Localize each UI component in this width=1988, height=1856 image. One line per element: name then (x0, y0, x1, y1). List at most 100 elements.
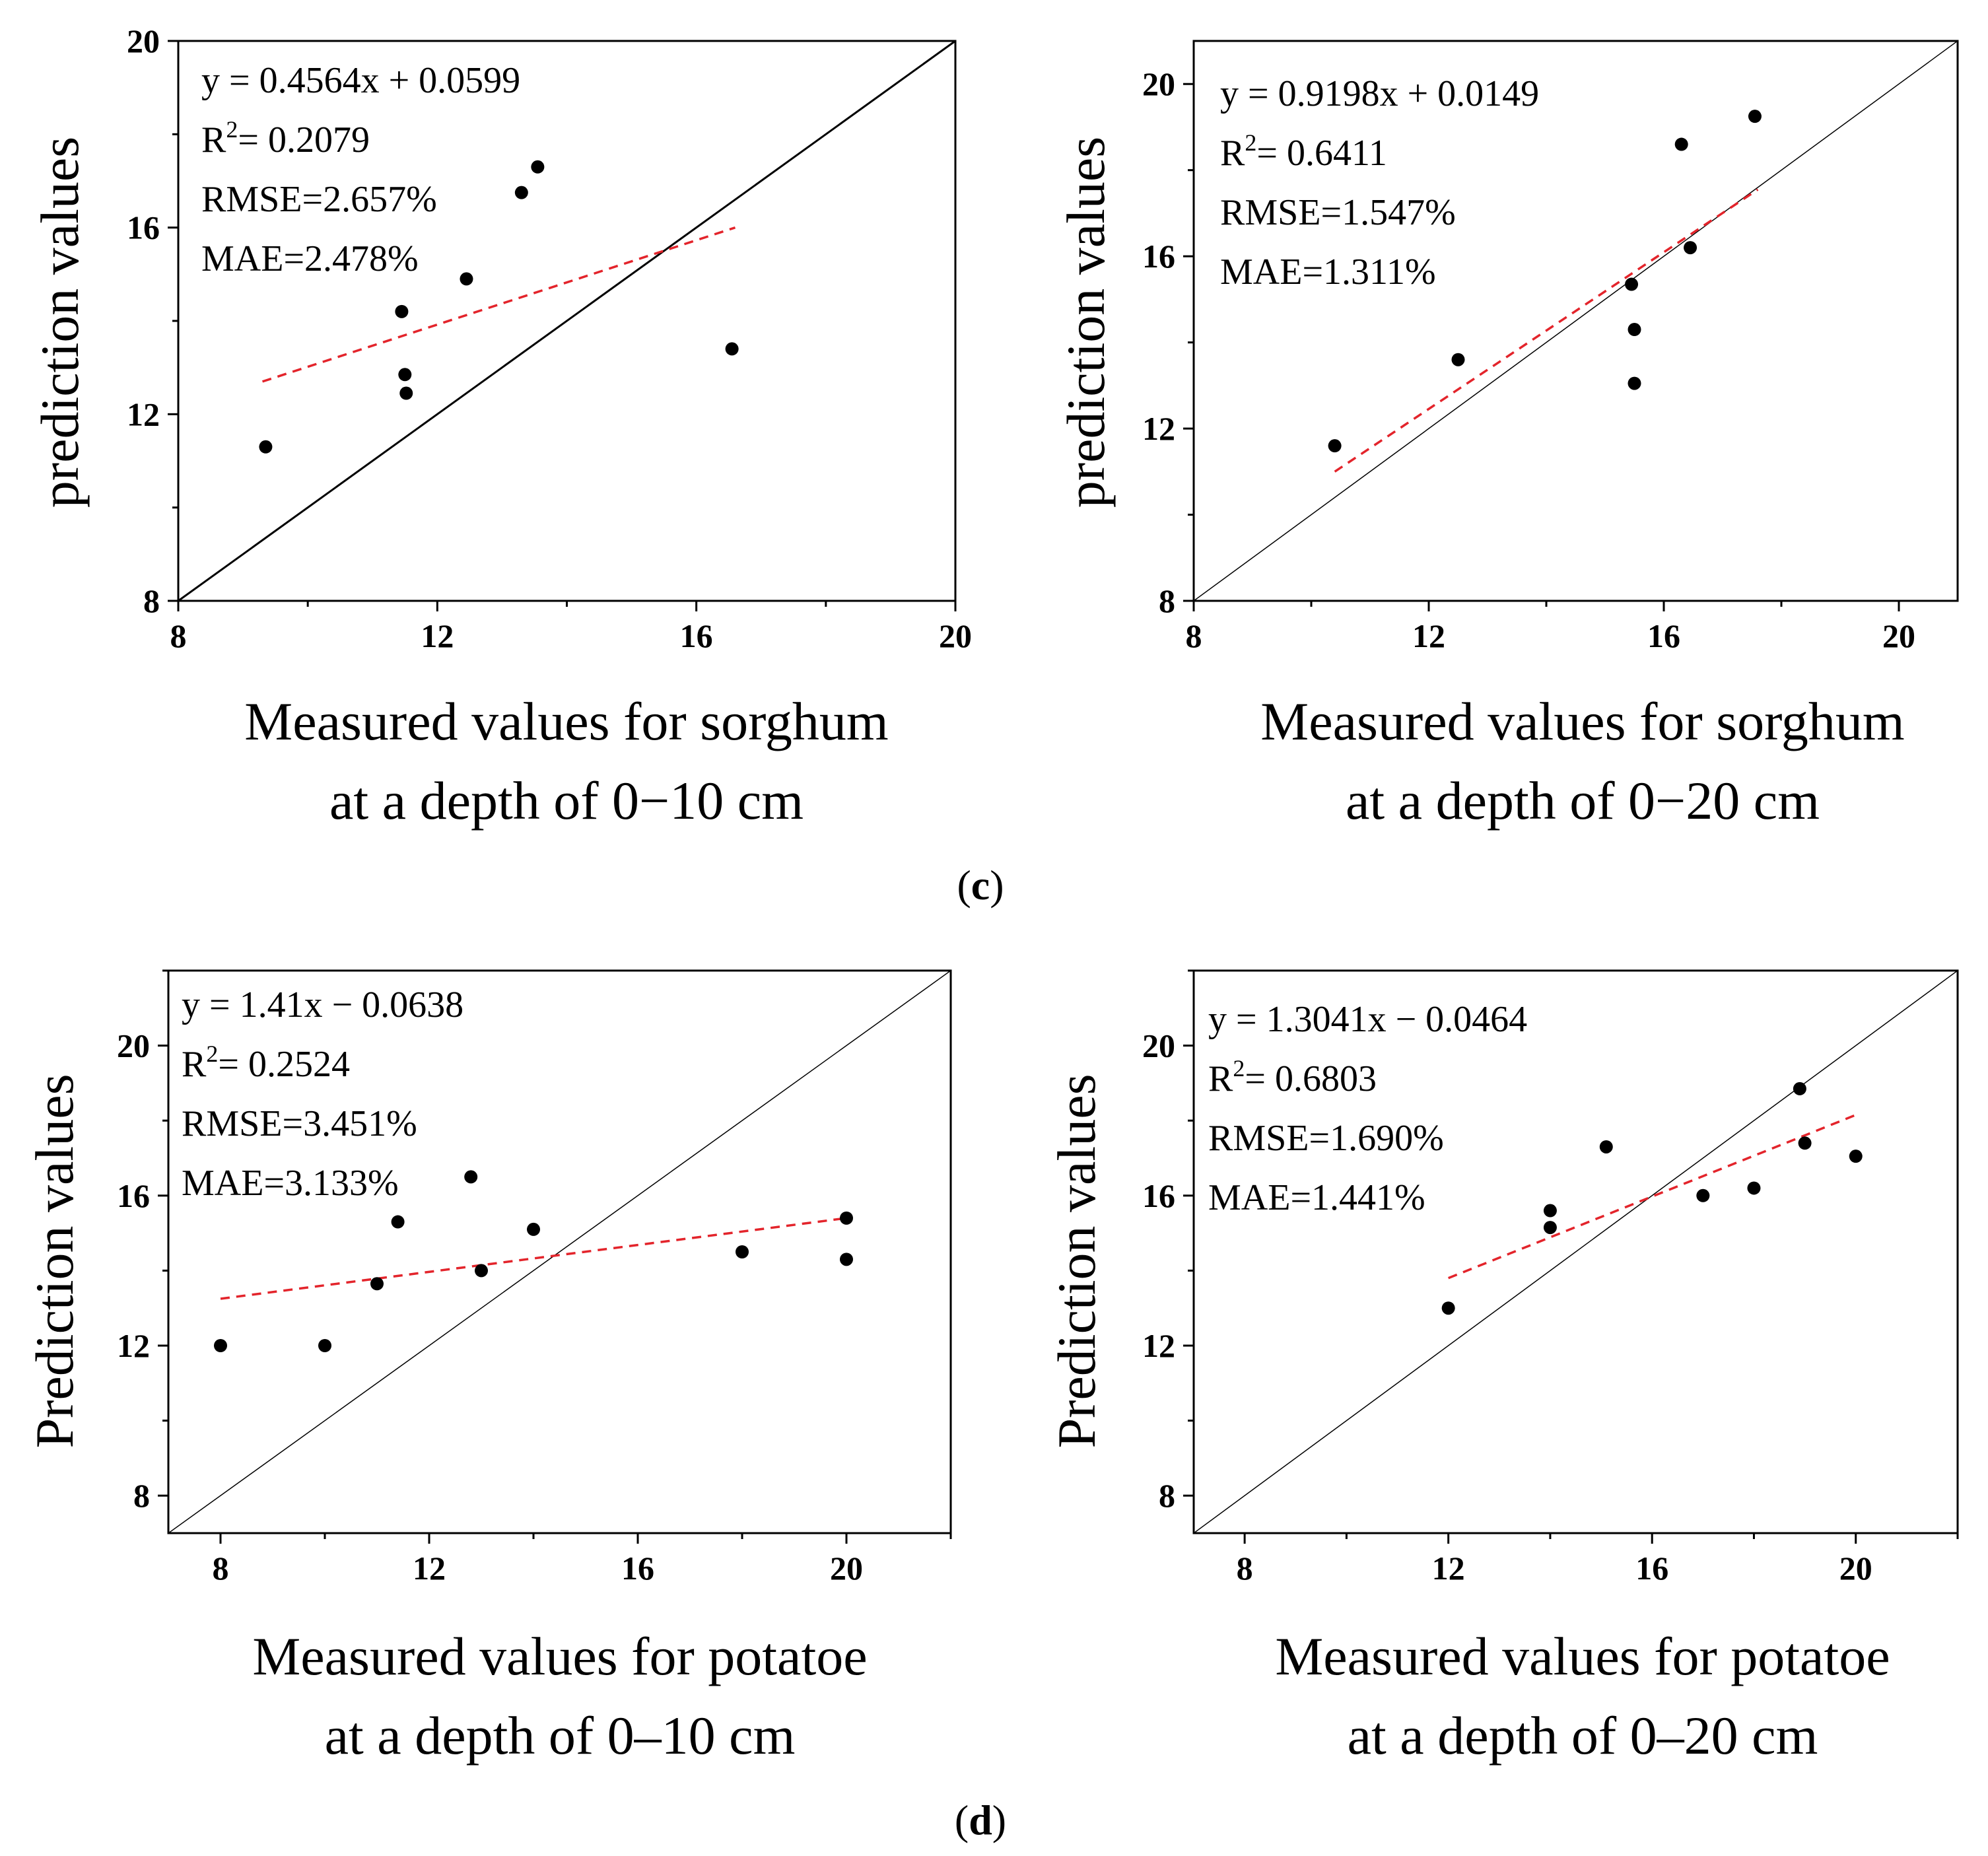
mae: MAE=3.133% (182, 1163, 399, 1204)
mae: MAE=1.441% (1208, 1177, 1425, 1218)
y-tick-label-12: 12 (127, 395, 160, 432)
panel-label-c: (c) (957, 862, 1004, 909)
x-tick-label-8: 8 (1186, 617, 1202, 654)
plot-area-sorghum-0-20: 8 12 16 20 8 12 16 20 y = 0.9198x + 0.0149 R2= 0.… (1142, 40, 1959, 654)
xlabel-line2-potatoe-0-20: at a depth of 0–20 cm (1348, 1705, 1818, 1766)
data-point-5 (1747, 1181, 1761, 1195)
ylabel-sorghum-0-20: prediction values (1056, 137, 1116, 508)
r-squared: R2= 0.6803 (1208, 1055, 1377, 1099)
y-tick-label-12: 12 (1142, 410, 1175, 447)
data-point-8 (1849, 1150, 1863, 1163)
data-point-2 (398, 368, 412, 382)
x-tick-label-20: 20 (1882, 617, 1915, 654)
x-tick-label-20: 20 (830, 1550, 863, 1587)
plot-area-sorghum-0-10: 8 12 16 20 8 12 16 20 y = 0.4564x + 0.0599 R2= 0.… (127, 22, 972, 654)
data-point-1 (1451, 353, 1465, 366)
plot-frame (1192, 40, 1959, 602)
data-point-4 (1696, 1188, 1710, 1202)
x-tick-label-12: 12 (421, 617, 454, 654)
y-tick-label-16: 16 (117, 1177, 150, 1214)
data-point-3 (399, 386, 413, 400)
xlabel-line1-potatoe-0-20: Measured values for potatoe (1275, 1626, 1890, 1686)
panel-label-d: (d) (955, 1797, 1006, 1843)
x-tick-label-12: 12 (1412, 617, 1445, 654)
xlabel-line2-sorghum-0-10: at a depth of 0−10 cm (329, 771, 804, 831)
plot-frame (1192, 969, 1959, 1534)
lines-sorghum-0-20 (1194, 41, 1958, 601)
y-tick-label-16: 16 (127, 209, 160, 246)
x-tick-label-8: 8 (1237, 1550, 1253, 1587)
y-tick-label-20: 20 (1142, 65, 1175, 102)
data-point-2 (1543, 1221, 1557, 1235)
y-tick-label-16: 16 (1142, 1177, 1175, 1214)
data-point-3 (391, 1215, 405, 1229)
data-point-3 (1628, 323, 1641, 337)
fit-line (261, 226, 736, 383)
ylabel-potatoe-0-20: Prediction values (1046, 1074, 1107, 1448)
data-point-5 (1674, 137, 1688, 151)
data-point-7 (1748, 110, 1762, 123)
y-tick-label-16: 16 (1142, 238, 1175, 275)
y-tick-label-12: 12 (1142, 1327, 1175, 1364)
lines-sorghum-0-10 (178, 41, 955, 601)
r-squared: R2= 0.6411 (1220, 129, 1387, 174)
fit-line (220, 1217, 847, 1300)
data-point-4 (464, 1170, 478, 1184)
data-point-4 (1628, 376, 1641, 390)
x-tick-label-20: 20 (1839, 1550, 1872, 1587)
data-point-0 (1441, 1301, 1455, 1315)
ylabel-sorghum-0-10: prediction values (30, 137, 90, 508)
x-tick-label-8: 8 (170, 617, 187, 654)
x-tick-label-12: 12 (1432, 1550, 1465, 1587)
ylabel-potatoe-0-10: Prediction values (24, 1074, 85, 1448)
lines-potatoe-0-10 (168, 971, 951, 1533)
chart-potatoe-0-10: Prediction values Measured values for po… (24, 1074, 868, 1766)
chart-sorghum-0-10: prediction values Measured values for so… (30, 137, 889, 831)
data-point-6 (1793, 1082, 1806, 1095)
identity-line (178, 41, 955, 601)
x-tick-label-16: 16 (621, 1550, 654, 1587)
panel-label-c-letter: c (971, 862, 990, 909)
data-point-2 (1625, 277, 1639, 291)
xlabel-line2-sorghum-0-20: at a depth of 0−20 cm (1346, 771, 1820, 831)
data-point-0 (1328, 439, 1342, 453)
y-tick-label-8: 8 (1159, 1477, 1175, 1514)
plot-area-potatoe-0-20: 8 12 16 20 8 12 16 20 y = 1.3041x − 0.0464 R2= 0.… (1142, 969, 1959, 1587)
identity-line (168, 971, 951, 1533)
y-tick-label-8: 8 (133, 1477, 150, 1514)
identity-line (1194, 41, 1958, 601)
fit-equation: y = 1.3041x − 0.0464 (1208, 999, 1527, 1040)
r-squared: R2= 0.2524 (182, 1041, 350, 1085)
fit-equation: y = 0.9198x + 0.0149 (1220, 73, 1539, 114)
data-point-5 (475, 1264, 488, 1278)
fit-line (1448, 1114, 1857, 1280)
xlabel-line2-potatoe-0-10: at a depth of 0–10 cm (325, 1705, 796, 1766)
plot-area-potatoe-0-10: 8 12 16 20 8 12 16 20 y = 1.41x − 0.0638 R2= 0.25… (117, 969, 952, 1587)
chart-sorghum-0-20: prediction values Measured values for so… (1056, 137, 1905, 831)
data-point-6 (527, 1222, 540, 1236)
rmse: RMSE=1.547% (1220, 192, 1456, 233)
x-tick-label-8: 8 (213, 1550, 229, 1587)
y-tick-label-20: 20 (127, 22, 160, 59)
data-point-1 (1543, 1204, 1557, 1218)
x-tick-label-16: 16 (1647, 617, 1680, 654)
data-point-4 (460, 272, 473, 286)
chart-potatoe-0-20: Prediction values Measured values for po… (1046, 1074, 1890, 1766)
x-tick-label-16: 16 (680, 617, 713, 654)
y-tick-label-20: 20 (1142, 1027, 1175, 1064)
x-tick-label-12: 12 (413, 1550, 446, 1587)
identity-line (1194, 971, 1958, 1533)
data-point-9 (840, 1253, 853, 1266)
xlabel-line1-sorghum-0-10: Measured values for sorghum (244, 691, 888, 751)
data-point-3 (1599, 1140, 1613, 1153)
r-squared: R2= 0.2079 (201, 116, 370, 160)
data-point-5 (514, 186, 528, 199)
rmse: RMSE=3.451% (182, 1103, 417, 1144)
y-tick-label-20: 20 (117, 1027, 150, 1064)
rmse: RMSE=2.657% (201, 179, 437, 220)
panel-label-d-letter: d (969, 1797, 992, 1843)
x-tick-label-20: 20 (939, 617, 972, 654)
data-point-7 (1798, 1136, 1812, 1150)
plot-frame (167, 969, 952, 1534)
